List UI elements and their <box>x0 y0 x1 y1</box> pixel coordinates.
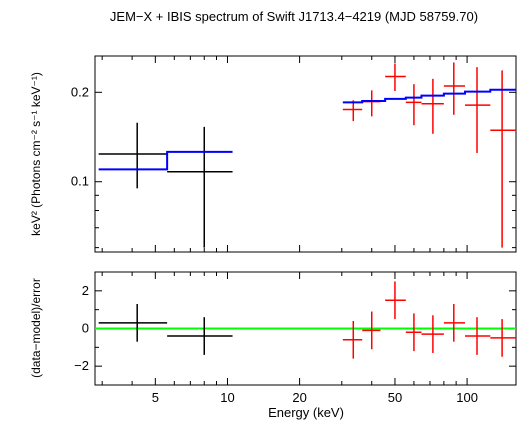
y-tick-label: 0.1 <box>71 174 89 189</box>
spectrum-frame <box>94 55 517 253</box>
chart-title: JEM−X + IBIS spectrum of Swift J1713.4−4… <box>110 9 478 24</box>
residual-panel: (data−model)/error −2 0 2 <box>29 271 517 386</box>
residual-plot-area: −2 0 2 <box>74 281 516 373</box>
x-axis-label: Energy (keV) <box>268 405 344 420</box>
residual-ylabel: (data−model)/error <box>29 278 43 378</box>
y-tick-label: 2 <box>82 283 89 298</box>
x-tick-label: 50 <box>388 390 402 405</box>
spectrum-ylabel: keV² (Photons cm⁻² s⁻¹ keV⁻¹) <box>29 72 43 236</box>
x-tick-label: 100 <box>456 390 478 405</box>
x-tick-label: 20 <box>292 390 306 405</box>
spectrum-panel: keV² (Photons cm⁻² s⁻¹ keV⁻¹) 0.1 0.2 <box>29 55 517 253</box>
x-tick-label: 10 <box>220 390 234 405</box>
y-tick-label: 0.2 <box>71 84 89 99</box>
spectrum-plot-area: 0.1 0.2 <box>71 62 516 249</box>
y-tick-label: 0 <box>82 321 89 336</box>
model-step-line <box>98 88 516 171</box>
x-axis: 5 10 20 50 100 <box>101 56 478 405</box>
y-tick-label: −2 <box>74 358 89 373</box>
x-tick-label: 5 <box>152 390 159 405</box>
